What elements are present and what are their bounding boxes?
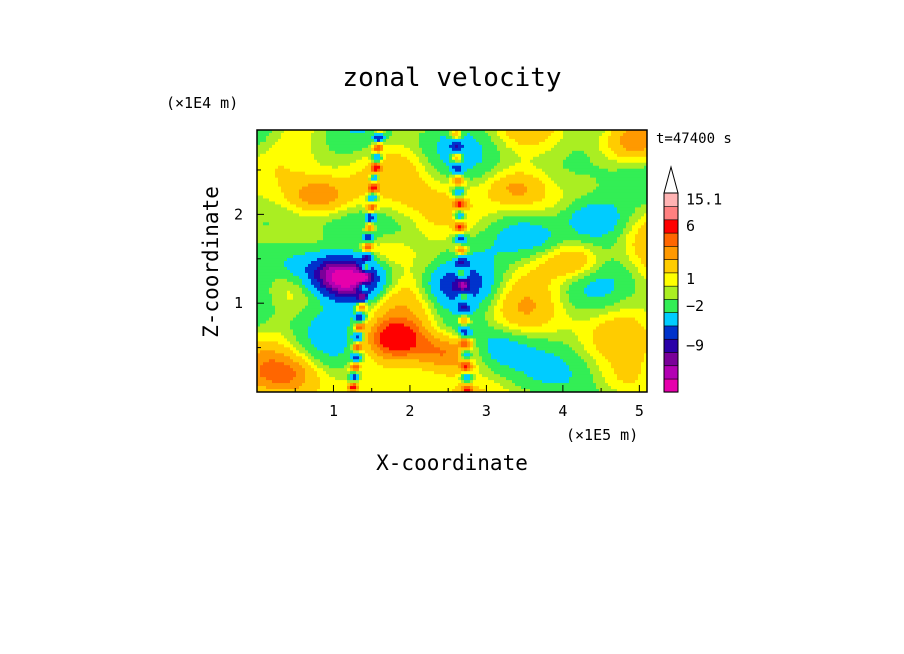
colorbar-segment [663, 205, 679, 221]
colorbar-label: −9 [686, 337, 704, 355]
chart-title: zonal velocity [342, 63, 561, 93]
x-axis-label: X-coordinate [376, 451, 528, 475]
colorbar-segment [663, 298, 679, 314]
colorbar-segment [663, 219, 679, 234]
colorbar-segment [663, 285, 679, 300]
colorbar-segment [663, 259, 679, 274]
plot-frame [256, 129, 648, 393]
colorbar-label: 15.1 [686, 191, 722, 209]
x-unit-label: (×1E5 m) [566, 426, 638, 444]
colorbar-segment [663, 351, 679, 367]
colorbar-segment [663, 192, 679, 207]
y-axis-label: Z-coordinate [199, 186, 223, 338]
colorbar-extend-arrow [663, 165, 679, 194]
colorbar-frame [663, 192, 679, 393]
x-tick-label: 3 [482, 402, 491, 420]
colorbar: 15.1 6 1 −2 −9 [663, 165, 722, 393]
colorbar-segment [663, 272, 679, 287]
x-axis-ticks: 1 2 3 4 5 [294, 385, 644, 420]
contour-field [257, 130, 647, 392]
y-tick-label: 2 [234, 205, 243, 223]
colorbar-segment [663, 245, 679, 260]
colorbar-segment [663, 365, 679, 380]
colorbar-segment [663, 325, 679, 340]
y-unit-label: (×1E4 m) [166, 94, 238, 112]
colorbar-segment [663, 312, 679, 327]
colorbar-segment [663, 232, 679, 247]
colorbar-segment [663, 378, 679, 393]
x-tick-label: 2 [405, 402, 414, 420]
colorbar-label: 6 [686, 217, 695, 235]
colorbar-label: −2 [686, 297, 704, 315]
x-tick-label: 1 [329, 402, 338, 420]
y-axis-ticks: 12 [234, 169, 264, 349]
x-tick-label: 4 [558, 402, 567, 420]
colorbar-segment [663, 338, 679, 353]
colorbar-label: 1 [686, 270, 695, 288]
time-label: t=47400 s [656, 131, 732, 147]
x-tick-label: 5 [635, 402, 644, 420]
y-tick-label: 1 [234, 294, 243, 312]
